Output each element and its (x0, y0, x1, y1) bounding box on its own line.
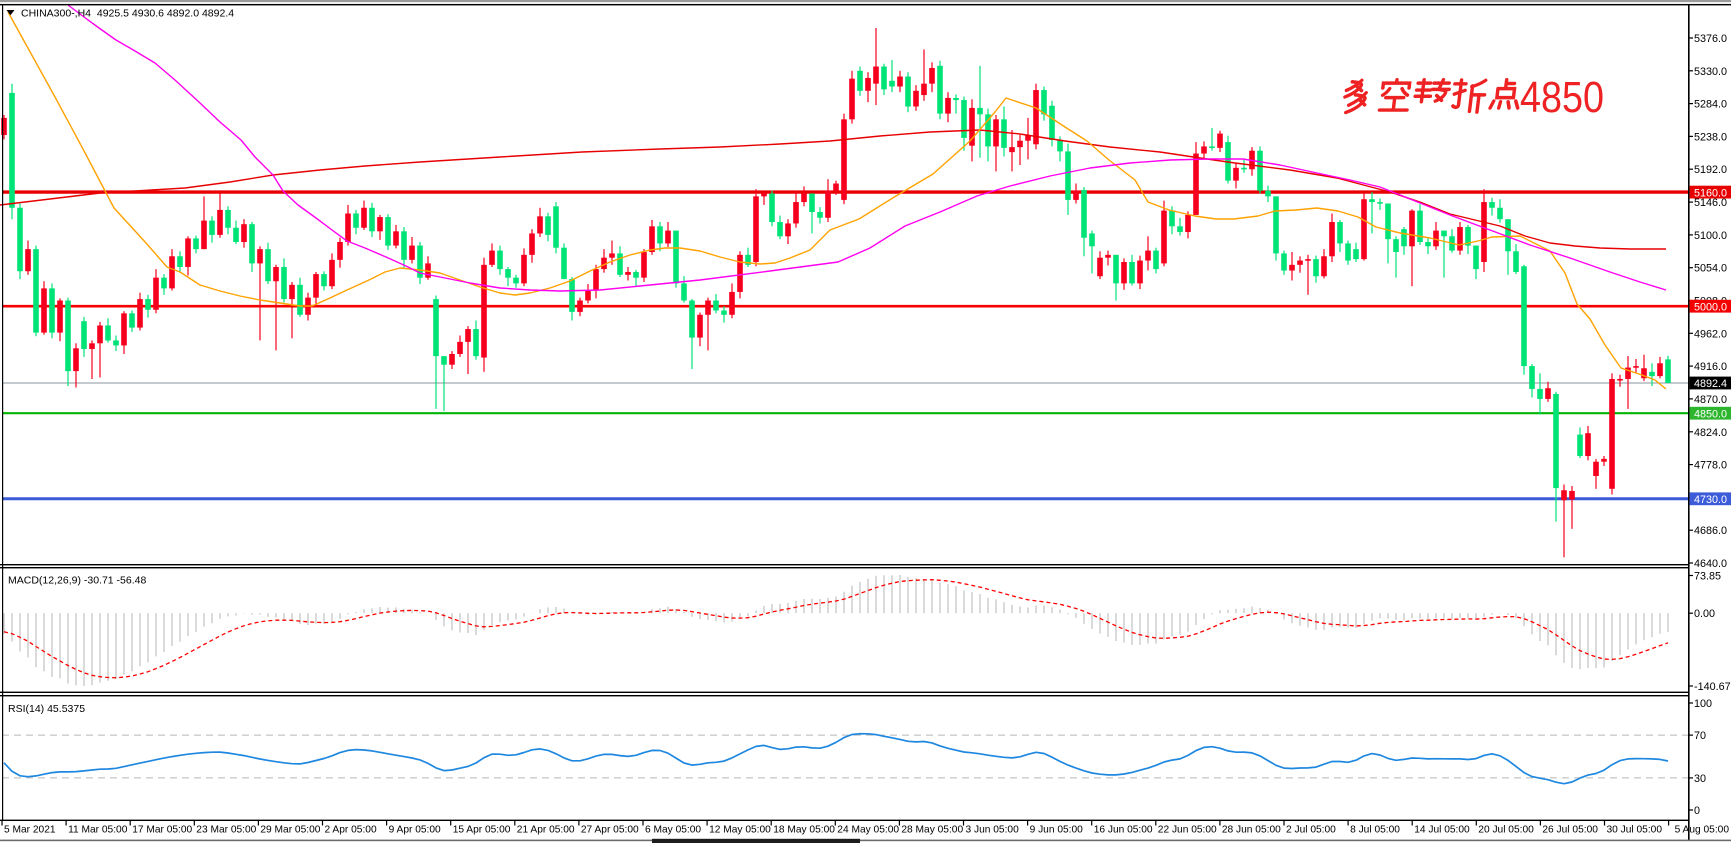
svg-text:5330.0: 5330.0 (1694, 66, 1727, 78)
svg-text:28 May 05:00: 28 May 05:00 (901, 825, 963, 836)
svg-text:22 Jun 05:00: 22 Jun 05:00 (1158, 825, 1217, 836)
svg-text:0: 0 (1694, 805, 1700, 817)
svg-text:5146.0: 5146.0 (1694, 197, 1727, 209)
svg-text:5284.0: 5284.0 (1694, 99, 1727, 111)
svg-text:5238.0: 5238.0 (1694, 131, 1727, 143)
svg-text:70: 70 (1694, 730, 1706, 742)
svg-text:16 Jun 05:00: 16 Jun 05:00 (1094, 825, 1153, 836)
svg-text:5100.0: 5100.0 (1694, 230, 1727, 242)
svg-text:30 Jul 05:00: 30 Jul 05:00 (1607, 825, 1663, 836)
svg-text:26 Jul 05:00: 26 Jul 05:00 (1542, 825, 1598, 836)
svg-text:2 Jul 05:00: 2 Jul 05:00 (1286, 825, 1336, 836)
svg-text:CHINA300-,H4 4925.5 4930.6 48: CHINA300-,H4 4925.5 4930.6 4892.0 4892.4 (21, 8, 234, 20)
svg-text:27 Apr 05:00: 27 Apr 05:00 (581, 825, 639, 836)
svg-text:24 May 05:00: 24 May 05:00 (837, 825, 899, 836)
svg-text:4916.0: 4916.0 (1694, 361, 1727, 373)
svg-text:12 May 05:00: 12 May 05:00 (709, 825, 771, 836)
svg-text:18 May 05:00: 18 May 05:00 (773, 825, 835, 836)
svg-text:0.00: 0.00 (1694, 608, 1715, 620)
svg-text:9 Jun 05:00: 9 Jun 05:00 (1030, 825, 1084, 836)
svg-text:5376.0: 5376.0 (1694, 33, 1727, 45)
svg-text:5192.0: 5192.0 (1694, 164, 1727, 176)
svg-text:20 Jul 05:00: 20 Jul 05:00 (1478, 825, 1534, 836)
svg-text:29 Mar 05:00: 29 Mar 05:00 (260, 825, 320, 836)
svg-text:5 Aug 05:00: 5 Aug 05:00 (1675, 825, 1730, 836)
svg-text:4962.0: 4962.0 (1694, 328, 1727, 340)
svg-text:5 Mar 2021: 5 Mar 2021 (4, 825, 56, 836)
svg-text:4892.4: 4892.4 (1694, 378, 1727, 390)
svg-text:11 Mar 05:00: 11 Mar 05:00 (68, 825, 128, 836)
svg-text:100: 100 (1694, 698, 1712, 710)
svg-text:4824.0: 4824.0 (1694, 427, 1727, 439)
svg-text:5160.0: 5160.0 (1694, 187, 1727, 199)
svg-text:4850.0: 4850.0 (1694, 408, 1727, 420)
svg-text:15 Apr 05:00: 15 Apr 05:00 (453, 825, 511, 836)
svg-text:28 Jun 05:00: 28 Jun 05:00 (1222, 825, 1281, 836)
svg-text:-140.67: -140.67 (1694, 681, 1731, 693)
svg-text:RSI(14) 45.5375: RSI(14) 45.5375 (8, 703, 85, 715)
svg-text:5000.0: 5000.0 (1694, 301, 1727, 313)
svg-text:3 Jun 05:00: 3 Jun 05:00 (966, 825, 1020, 836)
svg-text:73.85: 73.85 (1694, 571, 1721, 583)
svg-text:2 Apr 05:00: 2 Apr 05:00 (325, 825, 377, 836)
svg-text:4730.0: 4730.0 (1694, 494, 1727, 506)
svg-text:4640.0: 4640.0 (1694, 558, 1727, 570)
svg-text:14 Jul 05:00: 14 Jul 05:00 (1414, 825, 1470, 836)
svg-text:4778.0: 4778.0 (1694, 460, 1727, 472)
svg-text:4686.0: 4686.0 (1694, 525, 1727, 537)
svg-text:8 Jul 05:00: 8 Jul 05:00 (1350, 825, 1400, 836)
svg-text:MACD(12,26,9) -30.71 -56.48: MACD(12,26,9) -30.71 -56.48 (8, 575, 146, 587)
svg-text:23 Mar 05:00: 23 Mar 05:00 (196, 825, 256, 836)
svg-text:6 May 05:00: 6 May 05:00 (645, 825, 701, 836)
svg-text:9 Apr 05:00: 9 Apr 05:00 (389, 825, 441, 836)
svg-text:5054.0: 5054.0 (1694, 263, 1727, 275)
svg-text:4850: 4850 (1520, 73, 1604, 122)
svg-text:4870.0: 4870.0 (1694, 394, 1727, 406)
svg-text:21 Apr 05:00: 21 Apr 05:00 (517, 825, 575, 836)
svg-text:17 Mar 05:00: 17 Mar 05:00 (132, 825, 192, 836)
svg-text:30: 30 (1694, 773, 1706, 785)
